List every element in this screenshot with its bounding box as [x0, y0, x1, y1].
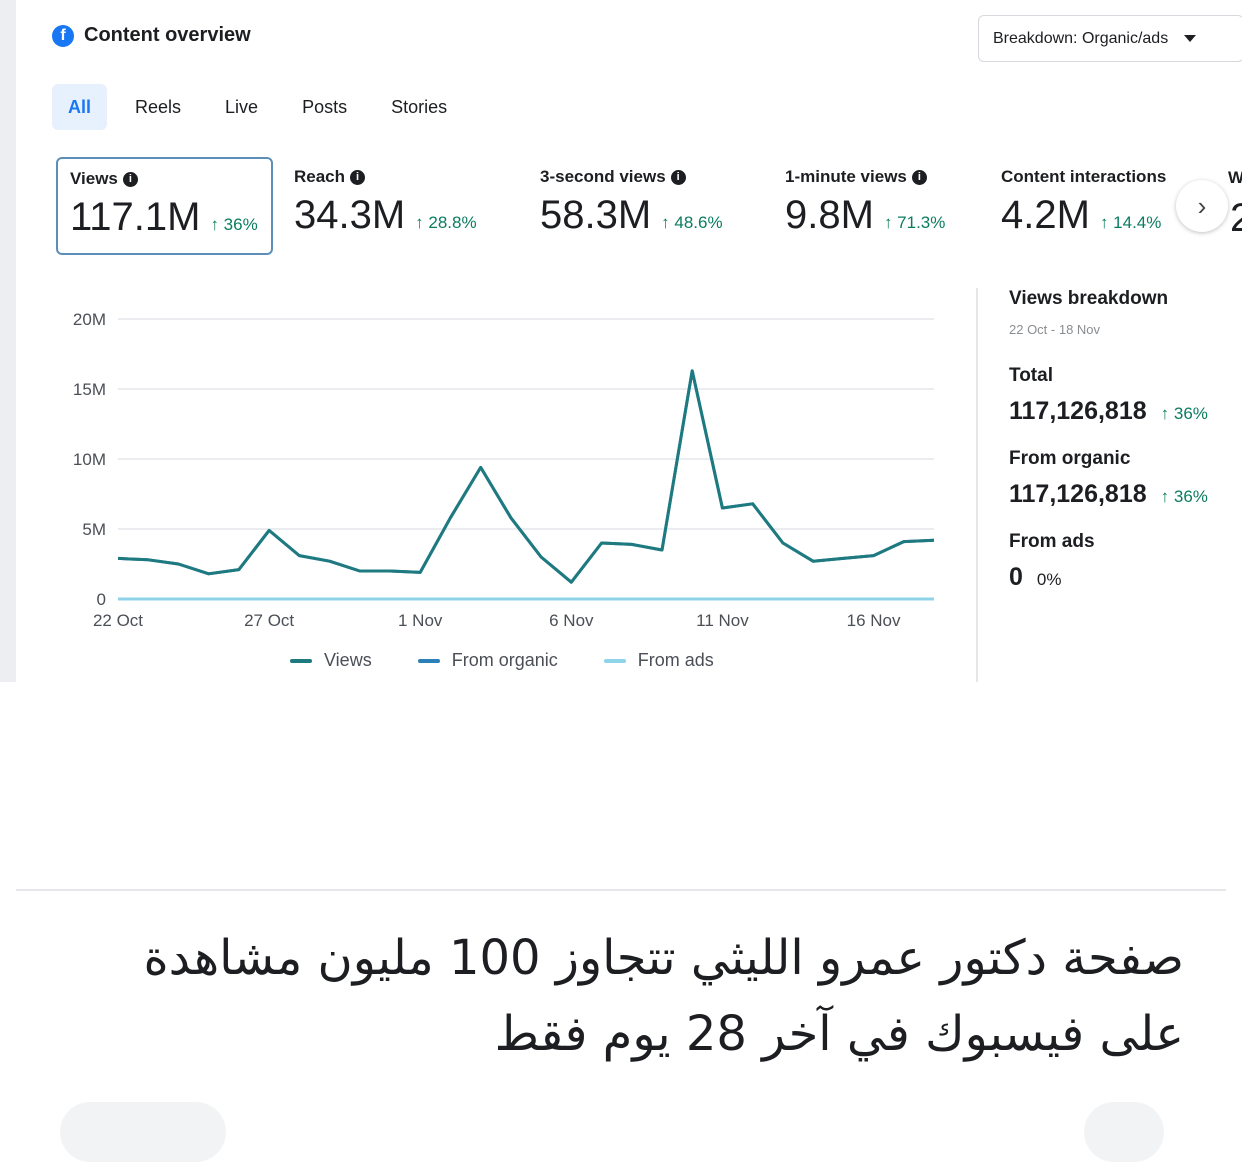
metric-value: 4.2M	[1001, 193, 1090, 237]
y-tick-label: 15M	[73, 380, 106, 399]
tab-posts[interactable]: Posts	[302, 96, 348, 117]
y-tick-label: 0	[97, 590, 106, 609]
metric-value: 9.8M	[785, 193, 874, 237]
metric-change: ↑ 71.3%	[883, 213, 946, 232]
metric-label: Views	[70, 169, 118, 188]
info-icon[interactable]: i	[670, 169, 686, 185]
metric-1-minute-views[interactable]: 1-minute views i 9.8M ↑ 71.3%	[773, 157, 988, 255]
action-pill[interactable]	[60, 1102, 226, 1162]
legend-swatch	[417, 658, 440, 663]
action-pill[interactable]	[1084, 1102, 1164, 1162]
breakdown-date-range: 22 Oct - 18 Nov	[1009, 322, 1101, 337]
caret-down-icon	[1184, 35, 1197, 42]
metric-label: 1-minute views	[785, 167, 907, 186]
metric-content-interactions[interactable]: Content interactions 4.2M ↑ 14.4%	[989, 157, 1189, 255]
content-tabs: All Reels Live Posts Stories	[52, 84, 475, 130]
article-headline: صفحة دكتور عمرو الليثي تتجاوز 100 مليون …	[143, 930, 1184, 1062]
x-tick-label: 1 Nov	[398, 611, 443, 630]
legend-item-ads[interactable]: From ads	[603, 650, 714, 671]
x-tick-label: 11 Nov	[696, 611, 749, 630]
x-tick-label: 6 Nov	[549, 611, 594, 630]
breakdown-label: Breakdown: Organic/ads	[993, 29, 1169, 47]
y-tick-label: 20M	[73, 310, 106, 329]
content-overview-card: f Content overview Breakdown: Organic/ad…	[0, 0, 1242, 682]
clipped-metric-value: 2	[1230, 196, 1242, 240]
organic-change: ↑ 36%	[1160, 487, 1208, 506]
x-tick-label: 27 Oct	[244, 611, 294, 630]
total-value: 117,126,818	[1009, 397, 1147, 425]
legend-swatch	[603, 658, 626, 663]
info-icon[interactable]: i	[350, 169, 366, 185]
x-tick-label: 22 Oct	[93, 611, 143, 630]
metric-change: ↑ 28.8%	[415, 213, 477, 232]
metric-label: Reach	[294, 167, 346, 186]
chart-legend: Views From organic From ads	[290, 650, 714, 671]
metric-change: ↑ 48.6%	[661, 213, 723, 232]
ads-value: 0	[1009, 563, 1023, 591]
metric-value: 117.1M	[70, 195, 201, 239]
total-change: ↑ 36%	[1160, 404, 1208, 423]
info-icon[interactable]: i	[911, 169, 927, 185]
views-breakdown-panel: Views breakdown 22 Oct - 18 Nov Total 11…	[976, 288, 1242, 682]
tab-all[interactable]: All	[52, 84, 108, 130]
next-metrics-button[interactable]: ›	[1176, 180, 1228, 232]
clipped-metric-label: W	[1228, 168, 1242, 187]
tab-reels[interactable]: Reels	[135, 96, 182, 117]
organic-label: From organic	[1009, 448, 1131, 469]
tab-stories[interactable]: Stories	[391, 96, 448, 117]
metric-views[interactable]: Views i 117.1M ↑ 36%	[56, 157, 273, 255]
y-tick-label: 10M	[73, 450, 106, 469]
legend-swatch	[290, 658, 312, 663]
legend-label: From organic	[451, 650, 558, 670]
series-line-from-organic	[117, 369, 935, 584]
ads-change: 0%	[1036, 570, 1062, 589]
card-title: Content overview	[84, 24, 251, 46]
organic-value: 117,126,818	[1009, 480, 1147, 508]
y-tick-label: 5M	[82, 520, 106, 539]
facebook-icon: f	[52, 24, 74, 47]
views-line-chart: 0 5M 10M 15M 20M 22 Oct 27 Oct 1 Nov 6 Nov 11 Nov…	[73, 310, 935, 630]
metric-change: ↑ 14.4%	[1099, 213, 1162, 232]
info-icon[interactable]: i	[122, 171, 138, 187]
section-divider	[16, 889, 1226, 891]
legend-item-organic[interactable]: From organic	[417, 650, 558, 671]
metric-3-second-views[interactable]: 3-second views i 58.3M ↑ 48.6%	[528, 157, 768, 255]
breakdown-dropdown[interactable]: Breakdown: Organic/ads	[978, 15, 1242, 62]
total-label: Total	[1009, 365, 1053, 386]
legend-item-views[interactable]: Views	[290, 650, 372, 671]
metric-label: Content interactions	[1001, 167, 1167, 186]
legend-label: From ads	[637, 650, 714, 670]
chevron-right-icon: ›	[1197, 190, 1207, 221]
metric-change: ↑ 36%	[210, 215, 258, 234]
metric-value: 58.3M	[540, 193, 652, 237]
metric-value: 34.3M	[294, 193, 406, 237]
x-tick-label: 16 Nov	[847, 611, 901, 630]
breakdown-heading: Views breakdown	[1009, 288, 1169, 309]
metric-label: 3-second views	[540, 167, 666, 186]
legend-label: Views	[324, 650, 372, 670]
series-line-views	[117, 369, 935, 584]
metric-reach[interactable]: Reach i 34.3M ↑ 28.8%	[282, 157, 518, 255]
card-header: f Content overview	[52, 24, 251, 47]
tab-live[interactable]: Live	[225, 96, 259, 117]
ads-label: From ads	[1009, 531, 1095, 552]
